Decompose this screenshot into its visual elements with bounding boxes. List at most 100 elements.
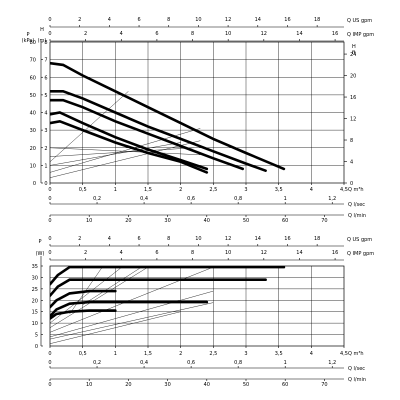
- y-mid-tick-label: 4: [44, 111, 47, 117]
- system-curve: [50, 147, 201, 155]
- bottom-axis-unit: Q l/sec: [348, 202, 365, 208]
- top-axis-tick-label: 2: [78, 17, 81, 23]
- y-mid-tick-label: 3: [44, 128, 47, 134]
- y-left-tick-label: 0: [33, 181, 36, 187]
- top-axis-unit: Q IMP gpm: [347, 251, 374, 257]
- top-axis-tick-label: 12: [261, 31, 267, 37]
- top-axis-tick-label: 4: [120, 250, 123, 256]
- top-axis-tick-label: 14: [296, 31, 302, 37]
- bottom-axis-tick-label: 0,4: [140, 360, 148, 366]
- y-right-title: H: [352, 44, 356, 50]
- y-mid-title: H: [40, 27, 44, 33]
- top-axis-tick-label: 6: [155, 250, 158, 256]
- top-axis-tick-label: 14: [255, 17, 261, 23]
- y-mid-tick-label: 5: [44, 93, 47, 99]
- x-tick-label: 3: [244, 351, 247, 357]
- x-tick-label: 4: [310, 187, 313, 193]
- x-tick-label: 2: [179, 351, 182, 357]
- x-tick-label: 3: [244, 187, 247, 193]
- top-axis-tick-label: 6: [155, 31, 158, 37]
- system-curve: [50, 142, 181, 166]
- top-axis-tick-label: 0: [48, 17, 51, 23]
- plot-area: [50, 61, 286, 178]
- bottom-axis-tick-label: 50: [243, 382, 249, 388]
- y-tick-label: 5: [35, 333, 38, 339]
- y-title: P: [38, 239, 41, 245]
- x-tick-label: 4: [310, 351, 313, 357]
- bottom-axis-tick-label: 0,6: [187, 360, 195, 366]
- y-tick-label: 35: [32, 264, 38, 270]
- top-axis-tick-label: 10: [195, 17, 201, 23]
- y-right-tick-label: 0: [350, 181, 353, 187]
- pump-curve: [50, 289, 117, 309]
- top-axis-tick-label: 16: [332, 31, 338, 37]
- top-axis-tick-label: 14: [296, 250, 302, 256]
- pump-curve: [50, 119, 209, 174]
- top-axis-tick-label: 2: [84, 31, 87, 37]
- system-curve: [50, 266, 123, 324]
- x-tick-label: 1,5: [144, 351, 152, 357]
- top-axis-tick-label: 18: [314, 236, 320, 242]
- y-left-tick-label: 80: [30, 40, 36, 46]
- bottom-axis-tick-label: 60: [282, 382, 288, 388]
- y-left-title: P: [26, 32, 29, 38]
- bottom-axis-tick-label: 1,2: [328, 360, 336, 366]
- y-right-tick-label: 20: [350, 74, 356, 80]
- y-tick-label: 25: [32, 287, 38, 293]
- top-axis-tick-label: 4: [108, 17, 111, 23]
- bottom-axis-tick-label: 0: [48, 360, 51, 366]
- y-mid-tick-label: 2: [44, 146, 47, 152]
- y-left-tick-label: 20: [30, 146, 36, 152]
- top-axis-tick-label: 2: [84, 250, 87, 256]
- x-tick-label: 4,5: [340, 187, 348, 193]
- plot-frame: [49, 265, 345, 347]
- y-right-unit: ft: [352, 50, 356, 56]
- top-axis-tick-label: 10: [225, 31, 231, 37]
- top-axis-tick-label: 18: [314, 17, 320, 23]
- system-curve: [50, 311, 181, 344]
- x-tick-label: 1: [114, 187, 117, 193]
- bottom-axis-unit: Q l/sec: [348, 366, 365, 372]
- bottom-axis-tick-label: 0: [48, 196, 51, 202]
- x-axis-unit: Q m³h: [348, 351, 364, 357]
- top-axis-tick-label: 8: [191, 250, 194, 256]
- system-curve: [50, 266, 214, 333]
- plot-area: [50, 266, 286, 344]
- top-axis-tick-label: 10: [195, 236, 201, 242]
- y-right-tick-label: 16: [350, 95, 356, 101]
- bottom-axis-tick-label: 0,6: [187, 196, 195, 202]
- pump-curve: [50, 98, 244, 171]
- top-axis-unit: Q US gpm: [347, 18, 372, 24]
- bottom-axis-tick-label: 30: [164, 382, 170, 388]
- bottom-axis-tick-label: 0,2: [93, 196, 101, 202]
- top-axis-tick-label: 6: [137, 236, 140, 242]
- x-tick-label: 2,5: [209, 351, 217, 357]
- y-right-tick-label: 24: [350, 52, 356, 58]
- bottom-axis-tick-label: 0: [48, 382, 51, 388]
- y-mid-tick-label: 1: [44, 163, 47, 169]
- bottom-axis-tick-label: 20: [125, 218, 131, 224]
- pump-curve: [50, 278, 267, 297]
- pump-curve: [50, 61, 286, 171]
- bottom-axis-tick-label: 40: [204, 382, 210, 388]
- y-mid-tick-label: 8: [44, 40, 47, 46]
- y-left-unit: (kPa): [22, 38, 35, 44]
- y-left-tick-label: 70: [30, 58, 36, 64]
- bottom-axis-tick-label: 50: [243, 218, 249, 224]
- system-curve: [50, 266, 149, 328]
- x-tick-label: 4,5: [340, 351, 348, 357]
- bottom-axis-tick-label: 1: [284, 196, 287, 202]
- x-tick-label: 1,5: [144, 187, 152, 193]
- y-right-tick-label: 12: [350, 117, 356, 123]
- pump-curve: [50, 266, 286, 286]
- bottom-axis-tick-label: 0,2: [93, 360, 101, 366]
- bottom-axis-tick-label: 0,4: [140, 196, 148, 202]
- top-axis-tick-label: 14: [255, 236, 261, 242]
- bottom-axis-tick-label: 0,8: [234, 360, 242, 366]
- x-tick-label: 1: [114, 351, 117, 357]
- y-left-tick-label: 40: [30, 111, 36, 117]
- top-axis-tick-label: 6: [137, 17, 140, 23]
- top-axis-tick-label: 8: [167, 17, 170, 23]
- top-axis-unit: Q IMP gpm: [347, 32, 374, 38]
- bottom-axis-tick-label: 70: [321, 218, 327, 224]
